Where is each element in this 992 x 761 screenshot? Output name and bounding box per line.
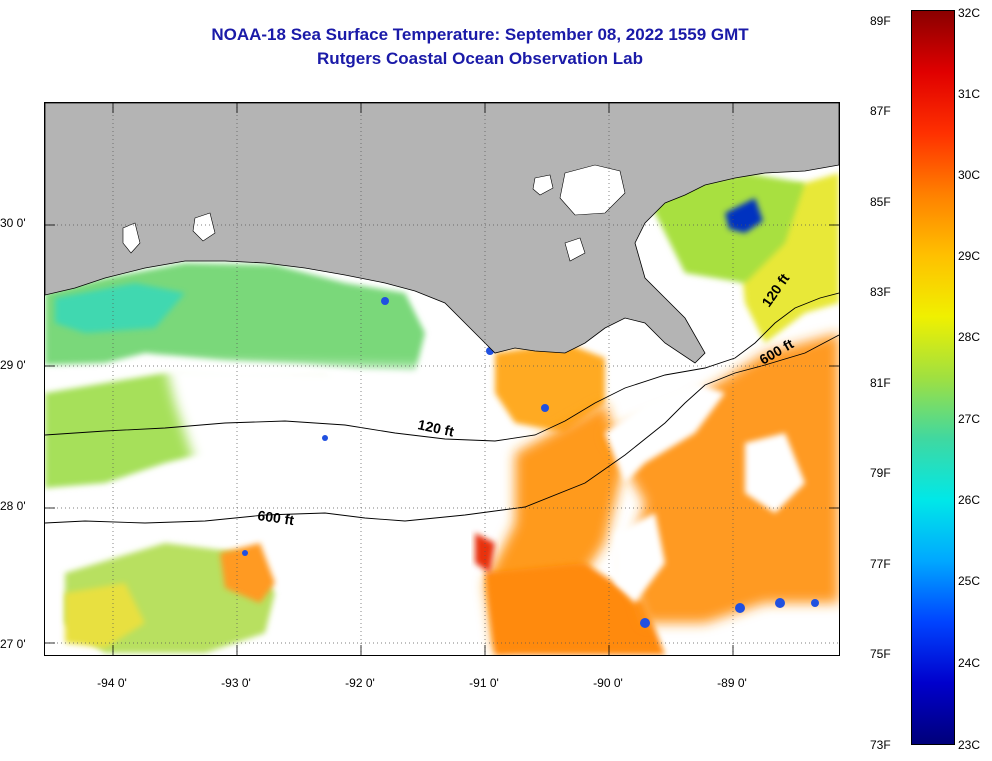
cold-speck [811,599,819,607]
lon-label-93: -93 0' [221,676,251,690]
colorbar-f-label: 87F [870,104,891,118]
contour-label-600ft-west: 600 ft [257,507,296,528]
lake-pontchartrain [559,164,626,216]
sst-patch-east-orange [605,333,839,623]
colorbar-c-label: 23C [958,738,981,752]
colorbar-c-label: 26C [958,493,981,507]
lake-small-3 [564,237,586,262]
colorbar-f-label: 85F [870,195,891,209]
map-subtitle: Rutgers Coastal Ocean Observation Lab [317,49,643,68]
lon-label-94: -94 0' [97,676,127,690]
sst-patch-south-orange [485,563,665,655]
colorbar-f-label: 77F [870,557,891,571]
colorbar-f-label: 89F [870,14,891,28]
map-title: NOAA-18 Sea Surface Temperature: Septemb… [211,25,749,44]
lat-label-29: 29 0' [0,358,26,372]
lat-label-30: 30 0' [0,216,26,230]
lon-label-92: -92 0' [345,676,375,690]
cold-speck [541,404,549,412]
lat-label-27: 27 0' [0,637,26,651]
colorbar-c-label: 30C [958,168,981,182]
colorbar-c-label: 31C [958,87,981,101]
lake-small [532,174,554,196]
colorbar-f-label: 83F [870,285,891,299]
cold-speck [242,550,248,556]
sst-patch-delta-warm [495,343,605,433]
colorbar-f-label: 81F [870,376,891,390]
lon-label-91: -91 0' [469,676,499,690]
cold-speck [775,598,785,608]
frame-ticks [45,103,839,655]
colorbar-c-label: 28C [958,330,981,344]
contour-label-120ft-central: 120 ft [416,416,455,439]
colorbar-c-label: 24C [958,656,981,670]
sst-patch-northeast-green [645,173,805,283]
sst-field [45,173,839,655]
land-mass [45,103,839,364]
lake-calcasieu [122,222,141,254]
no-data-gap-4 [745,433,805,513]
colorbar-c-label: 29C [958,249,981,263]
colorbar-f-label: 79F [870,466,891,480]
colorbar-c-label: 27C [958,412,981,426]
colorbar-c-label: 32C [958,6,981,20]
cold-speck [381,297,389,305]
no-data-gap-1 [165,363,485,543]
sst-patch-yellow-south [65,583,145,648]
lon-label-89: -89 0' [717,676,747,690]
cold-speck [640,618,650,628]
sst-map-svg: 120 ft 600 ft 120 ft 600 ft [45,103,839,655]
lon-label-90: -90 0' [593,676,623,690]
cold-speck [735,603,745,613]
sst-patch-cold-spot [725,198,763,233]
sst-map: 120 ft 600 ft 120 ft 600 ft [44,102,840,656]
cold-speck [322,435,328,441]
colorbar-f-label: 75F [870,647,891,661]
no-data-gap-5 [285,563,425,633]
lake-small-2 [192,212,216,242]
colorbar-c-label: 25C [958,574,981,588]
colorbar-f-label: 73F [870,738,891,752]
no-data-gap-2 [605,383,725,483]
lat-label-28: 28 0' [0,499,26,513]
sst-patch-warm-southwest [220,543,275,603]
contour-120ft-west [45,292,839,442]
color-scale-bar [911,10,955,745]
lat-lon-grid [45,103,839,655]
contour-600ft [45,334,839,524]
sst-patch-hot-spot [475,533,495,573]
sst-patch-cyan-west [55,283,185,333]
no-data-gap-3 [615,513,665,603]
